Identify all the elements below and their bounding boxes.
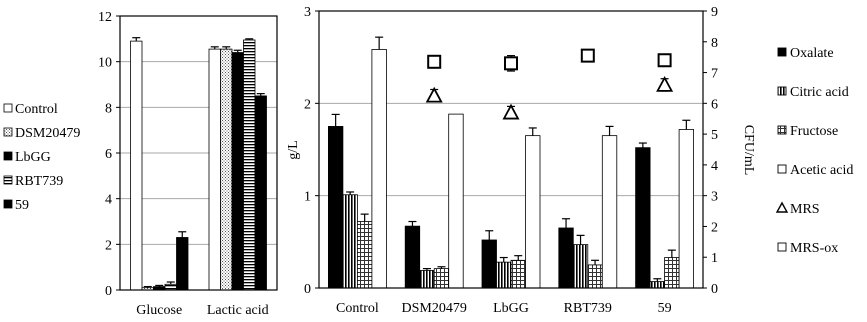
y-tick-label: 6	[105, 147, 112, 162]
point-mrs-lbgg	[502, 103, 520, 120]
legend-swatch	[3, 175, 13, 185]
legend-label: DSM20479	[15, 126, 80, 141]
legend-swatch	[3, 103, 13, 113]
left-legend: Control DSM20479 LbGG RBT739 59	[3, 102, 80, 213]
legend-swatch	[777, 242, 787, 252]
legend-swatch	[777, 125, 787, 135]
bar-mrs-ox-rbt739	[601, 135, 618, 289]
y2-tick-label: 0	[711, 282, 718, 297]
bar-mrs-ox-lbgg	[525, 135, 541, 289]
y2-tick-label: 7	[711, 67, 718, 82]
right-legend: Oxalate Citric acid Fructose Acetic acid MRS…	[775, 46, 853, 256]
x-tick-label: DSM20479	[402, 301, 467, 316]
y2-tick-label: 9	[711, 5, 718, 20]
y-tick-label: 3	[304, 5, 311, 20]
y2-tick-label: 8	[711, 36, 718, 51]
legend-label: Control	[15, 102, 58, 117]
legend-label: RBT739	[15, 174, 63, 189]
point-mrs-59	[656, 75, 674, 92]
y2-tick-label: 2	[711, 220, 718, 235]
bar-mrs-ox-control	[371, 49, 387, 289]
y-tick-label: 0	[304, 282, 311, 297]
legend-label: Citric acid	[790, 85, 849, 100]
point-acetic-acid-lbgg	[504, 56, 518, 71]
bar-fructose-rbt739	[587, 264, 603, 289]
bar-fructose-control	[356, 221, 373, 289]
bar-citric-acid-rbt739	[572, 244, 589, 289]
x-tick-label: Glucose	[136, 303, 182, 318]
y-tick-label: 0	[105, 284, 112, 299]
y2-tick-label: 3	[711, 190, 718, 205]
point-mrs-dsm20479	[425, 86, 443, 103]
bar-lbgg-lactic-acid	[231, 52, 244, 291]
bar-oxalate-59	[635, 147, 651, 289]
x-tick-label: Lactic acid	[207, 303, 269, 318]
legend-label: Acetic acid	[790, 163, 853, 178]
bar-rbt739-lactic-acid	[243, 39, 256, 291]
legend-swatch	[3, 151, 13, 161]
y2-tick-label: 1	[711, 251, 718, 266]
bar-control-lactic-acid	[208, 48, 221, 291]
plot-frame	[318, 10, 704, 289]
bar-fructose-59	[664, 257, 680, 289]
legend-label: MRS-ox	[790, 241, 838, 256]
bar-rbt739-glucose	[164, 283, 177, 291]
legend-label: LbGG	[15, 150, 51, 165]
legend-swatch	[775, 201, 789, 213]
y2-tick-label: 4	[711, 159, 718, 174]
legend-label: Fructose	[790, 124, 838, 139]
bar-oxalate-rbt739	[558, 227, 574, 289]
y2-tick-label: 6	[711, 97, 718, 112]
legend-label: MRS	[790, 202, 820, 217]
legend-swatch	[777, 47, 787, 57]
bar-mrs-ox-59	[678, 129, 694, 289]
bar-fructose-dsm20479	[433, 268, 450, 289]
x-tick-label: LbGG	[493, 301, 529, 316]
bar-oxalate-lbgg	[481, 239, 497, 289]
y-tick-label: 8	[105, 101, 112, 116]
bar-mrs-ox-dsm20479	[448, 113, 464, 289]
point-acetic-acid-rbt739	[580, 48, 595, 63]
bar-citric-acid-control	[342, 194, 358, 289]
right-chart: 0 1 2 3 0 1 2 3 4 5 6 7 8 9 Control DSM20479 LbGG RBT73…	[286, 5, 853, 316]
bar-59-lactic-acid	[254, 95, 267, 291]
legend-swatch	[777, 164, 787, 174]
y-tick-label: 1	[304, 190, 311, 205]
left-axis-label: g/L	[286, 140, 301, 159]
bar-dsm20479-lactic-acid	[220, 48, 233, 291]
legend-swatch	[777, 86, 787, 96]
x-tick-label: 59	[658, 301, 672, 316]
right-axis-label: CFU/mL	[741, 125, 756, 176]
bar-59-glucose	[176, 237, 189, 291]
bar-citric-acid-lbgg	[496, 261, 512, 289]
x-tick-label: Control	[336, 301, 379, 316]
bar-oxalate-dsm20479	[404, 225, 421, 289]
bar-control-glucose	[130, 40, 143, 291]
bar-oxalate-control	[327, 126, 344, 289]
y2-tick-label: 5	[711, 128, 718, 143]
point-acetic-acid-dsm20479	[427, 54, 442, 69]
legend-label: 59	[15, 198, 29, 213]
y-tick-label: 12	[98, 10, 112, 25]
bar-fructose-lbgg	[510, 259, 526, 289]
y-tick-label: 4	[105, 193, 112, 208]
legend-swatch	[3, 199, 13, 209]
y-tick-label: 2	[304, 97, 311, 112]
point-acetic-acid-59	[657, 53, 672, 68]
left-chart: 0 2 4 6 8 10 12 Glucose Lactic acid Control DSM2…	[3, 10, 278, 318]
legend-swatch	[3, 127, 13, 137]
y-tick-label: 2	[105, 238, 112, 253]
bar-citric-acid-59	[649, 281, 665, 289]
x-tick-label: RBT739	[564, 301, 612, 316]
bar-citric-acid-dsm20479	[419, 270, 435, 289]
legend-label: Oxalate	[790, 46, 834, 61]
y-tick-label: 10	[98, 56, 112, 71]
